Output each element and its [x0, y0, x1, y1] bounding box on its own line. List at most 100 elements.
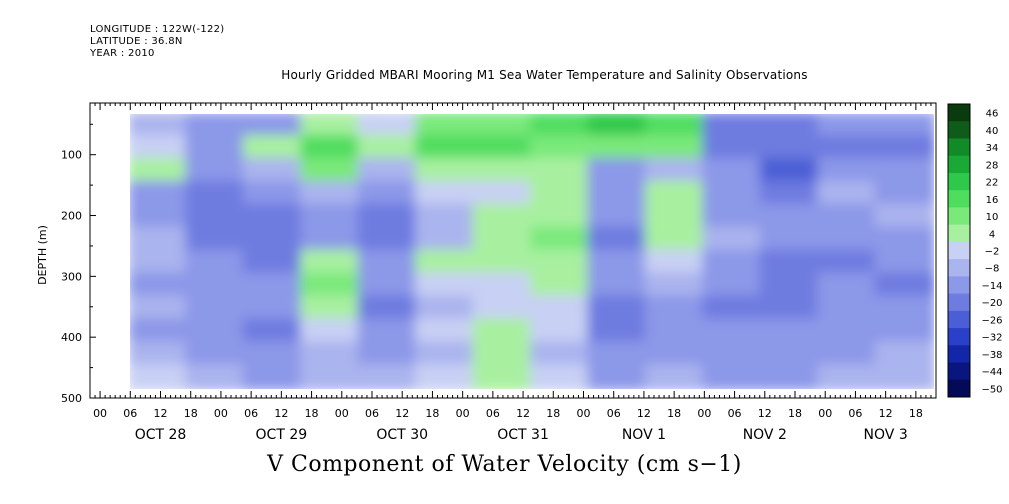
heatmap-cell	[130, 341, 190, 369]
x-hour-label: 12	[758, 407, 772, 420]
heatmap-cell	[472, 295, 534, 323]
heatmap-cell	[817, 364, 879, 389]
heatmap-cell	[530, 341, 592, 369]
heatmap-cell	[300, 157, 362, 185]
heatmap-cell	[702, 249, 764, 277]
y-tick-label: 300	[61, 270, 82, 283]
heatmap-cell	[874, 226, 934, 254]
heatmap-cell	[185, 364, 247, 389]
heatmap-cell	[817, 134, 879, 162]
heatmap-cell	[644, 203, 707, 231]
heatmap-cell	[530, 226, 592, 254]
heatmap-cell	[185, 295, 247, 323]
heatmap-cell	[817, 226, 879, 254]
heatmap-cell	[185, 341, 247, 369]
colorbar-swatch	[948, 259, 970, 277]
heatmap-cell	[759, 134, 822, 162]
heatmap-cell	[130, 364, 190, 389]
colorbar-label: 46	[986, 109, 999, 120]
heatmap-cell	[587, 114, 649, 139]
colorbar-frame	[947, 103, 971, 398]
heatmap-cell	[472, 203, 534, 231]
heatmap-cell	[644, 341, 707, 369]
heatmap-cell	[242, 249, 305, 277]
x-hour-label: 06	[848, 407, 862, 420]
heatmap-cell	[759, 364, 822, 389]
heatmap-cell	[357, 272, 420, 300]
heatmap-cell	[817, 203, 879, 231]
y-tick-label: 500	[61, 392, 82, 405]
colorbar-swatch	[948, 293, 970, 312]
heatmap-cell	[874, 249, 934, 277]
x-hour-label: 12	[274, 407, 288, 420]
heatmap-cell	[644, 249, 707, 277]
heatmap-cell	[817, 341, 879, 369]
y-tick-label: 400	[61, 331, 82, 344]
heatmap-cell	[759, 226, 822, 254]
heatmap-cell	[759, 157, 822, 185]
heatmap-cell	[357, 364, 420, 389]
x-hour-label: 12	[395, 407, 409, 420]
heatmap-cell	[242, 318, 305, 346]
colorbar-label: −26	[981, 315, 1002, 326]
chart-title: Hourly Gridded MBARI Mooring M1 Sea Wate…	[281, 68, 808, 82]
colorbar-swatch	[948, 310, 970, 329]
x-hour-label: 18	[425, 407, 439, 420]
heatmap-cell	[817, 180, 879, 208]
heatmap-cell	[357, 134, 420, 162]
x-hour-label: 06	[728, 407, 742, 420]
colorbar-swatch	[948, 104, 970, 122]
heatmap-cell	[130, 157, 190, 185]
colorbar-label: 28	[986, 160, 999, 171]
latitude-label: LATITUDE : 36.8N	[90, 36, 183, 47]
heatmap-cell	[874, 341, 934, 369]
x-hour-label: 06	[486, 407, 500, 420]
heatmap-cell	[415, 203, 477, 231]
heatmap-cell	[472, 341, 534, 369]
x-hour-label: 18	[788, 407, 802, 420]
colorbar-swatch	[948, 345, 970, 364]
heatmap-cell	[759, 272, 822, 300]
heatmap-cell	[644, 180, 707, 208]
heatmap-cell	[130, 203, 190, 231]
x-axis-label: V Component of Water Velocity (cm s−1)	[267, 452, 742, 477]
heatmap-cell	[357, 249, 420, 277]
heatmap-cell	[759, 318, 822, 346]
heatmap-cell	[357, 114, 420, 139]
heatmap-cell	[874, 157, 934, 185]
heatmap-cell	[759, 114, 822, 139]
heatmap-cell	[644, 364, 707, 389]
heatmap-cell	[300, 364, 362, 389]
heatmap-cell	[300, 272, 362, 300]
heatmap-cell	[415, 272, 477, 300]
heatmap-cell	[185, 318, 247, 346]
colorbar-label: 34	[986, 143, 999, 154]
heatmap-cell	[587, 272, 649, 300]
heatmap-cell	[130, 295, 190, 323]
heatmap-cell	[357, 203, 420, 231]
x-hour-label: 00	[335, 407, 349, 420]
colorbar-label: −20	[981, 298, 1002, 309]
heatmap-cell	[874, 272, 934, 300]
heatmap-cell	[415, 341, 477, 369]
x-hour-label: 18	[667, 407, 681, 420]
heatmap-cell	[759, 180, 822, 208]
heatmap-cell	[130, 318, 190, 346]
x-hour-label: 06	[365, 407, 379, 420]
heatmap-cell	[530, 249, 592, 277]
x-hour-label: 12	[637, 407, 651, 420]
x-hour-label: 12	[154, 407, 168, 420]
colorbar-label: −44	[981, 367, 1002, 378]
heatmap-cell	[587, 203, 649, 231]
heatmap-cell	[702, 318, 764, 346]
heatmap-cell	[702, 295, 764, 323]
year-label: YEAR : 2010	[90, 48, 155, 59]
heatmap-cell	[587, 180, 649, 208]
heatmap-cell	[130, 249, 190, 277]
heatmap-cell	[702, 226, 764, 254]
y-tick-label: 100	[61, 149, 82, 162]
heatmap-cell	[874, 180, 934, 208]
heatmap-cell	[702, 364, 764, 389]
heatmap-cell	[530, 180, 592, 208]
colorbar-label: 40	[986, 126, 999, 137]
